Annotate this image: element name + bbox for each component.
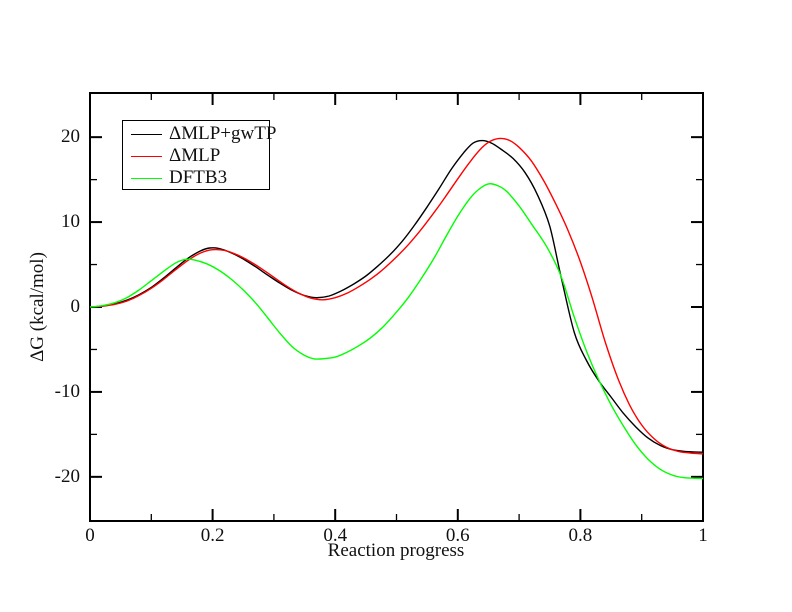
legend-line-swatch bbox=[131, 133, 162, 135]
y-tick-label-20: 20 bbox=[61, 126, 80, 148]
series-line-2 bbox=[89, 183, 704, 480]
legend-line-swatch bbox=[131, 155, 162, 157]
y-tick-label-10: 10 bbox=[61, 211, 80, 233]
x-tick-label-0.8: 0.8 bbox=[568, 525, 593, 546]
y-tick-label-0: 0 bbox=[70, 296, 81, 317]
series-line-1 bbox=[89, 137, 704, 455]
legend-entry: ΔMLP+gwTP bbox=[123, 123, 276, 145]
x-tick-label-0.4: 0.4 bbox=[323, 525, 348, 546]
legend-label: DFTB3 bbox=[169, 167, 228, 188]
x-tick-label-1: 1 bbox=[698, 525, 708, 546]
legend-label: ΔMLP bbox=[169, 145, 221, 166]
x-tick-label-0.2: 0.2 bbox=[200, 525, 225, 546]
y-tick-label--20: -20 bbox=[54, 465, 80, 487]
legend-label: ΔMLP+gwTP bbox=[169, 123, 277, 144]
x-axis-title: Reaction progress bbox=[327, 540, 465, 561]
x-tick-label-0: 0 bbox=[85, 525, 95, 546]
legend-entry: ΔMLP bbox=[123, 145, 269, 167]
series-line-0 bbox=[89, 139, 704, 453]
y-tick-label--10: -10 bbox=[54, 380, 80, 402]
legend: ΔMLP+gwTP ΔMLP DFTB3 bbox=[122, 120, 276, 190]
legend-entry: DFTB3 bbox=[123, 167, 269, 189]
x-tick-label-0.6: 0.6 bbox=[445, 525, 470, 546]
legend-line-swatch bbox=[131, 177, 162, 179]
y-axis-title: ΔG (kcal/mol) bbox=[27, 252, 48, 362]
